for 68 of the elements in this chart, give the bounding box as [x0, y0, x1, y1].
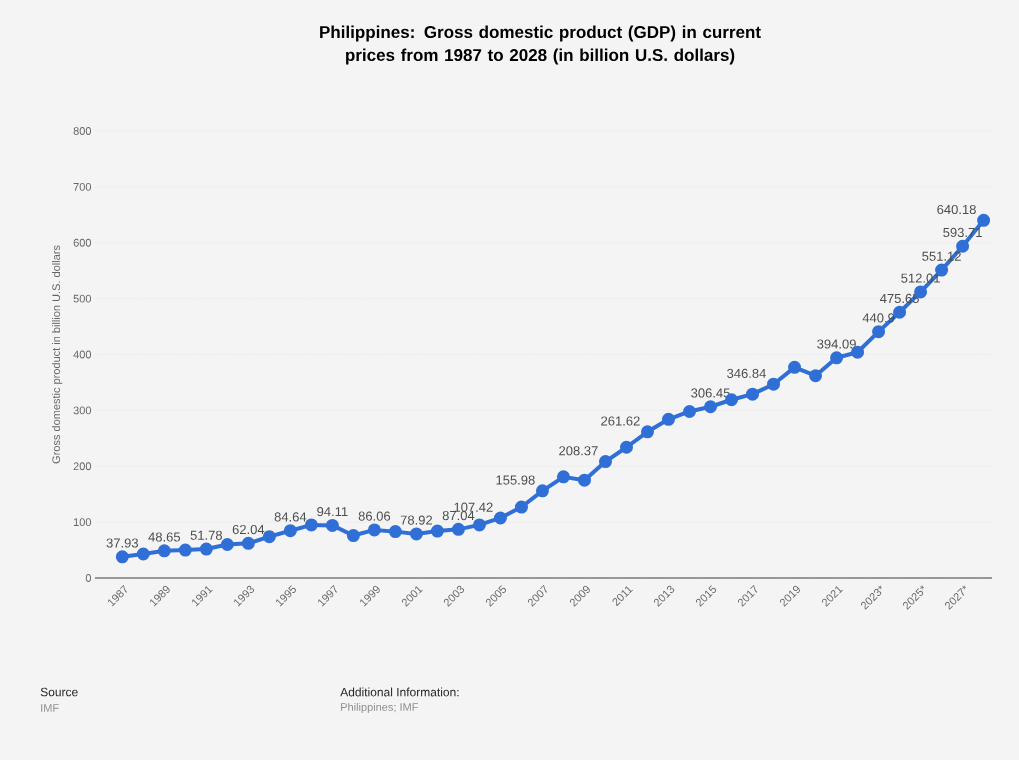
data-label: 37.93 — [106, 538, 139, 548]
point — [178, 543, 192, 557]
y-tick-label: 700 — [73, 182, 92, 191]
y-axis-title: Gross domestic product in billion U.S. dollars — [52, 245, 63, 464]
chart-title: Philippines: Gross domestic product (GDP) in current prices from 1987 to 2028 (in billion U.S. dollars) — [320, 25, 761, 65]
data-label: 261.62 — [601, 416, 640, 426]
y-tick-label: 500 — [73, 294, 92, 303]
data-label: 306.45 — [691, 388, 730, 398]
point — [514, 500, 528, 514]
data-label: 84.64 — [274, 512, 307, 522]
point — [872, 325, 886, 339]
point — [809, 369, 823, 383]
point — [220, 537, 234, 551]
point — [535, 484, 549, 498]
point — [788, 360, 802, 374]
point — [367, 523, 381, 537]
point — [767, 377, 781, 391]
point — [746, 387, 760, 401]
y-tick-label: 600 — [73, 238, 92, 247]
data-label: 62.04 — [232, 524, 265, 535]
data-label: 94.11 — [317, 507, 348, 517]
y-tick-label: 100 — [73, 518, 92, 527]
y-tick-label: 200 — [73, 462, 92, 471]
point — [956, 239, 970, 253]
text: Additional Information: — [340, 687, 459, 697]
data-label: 155.98 — [496, 475, 535, 485]
point — [346, 529, 360, 543]
text: Source — [40, 687, 78, 697]
text: IMF — [41, 704, 59, 712]
data-label: 87.04 — [442, 510, 475, 521]
point — [662, 412, 675, 426]
point — [325, 518, 339, 532]
point — [304, 518, 318, 532]
point — [388, 525, 402, 539]
point — [157, 544, 171, 558]
point — [451, 522, 465, 536]
point — [598, 455, 612, 469]
point — [115, 550, 129, 564]
y-tick-label: 800 — [73, 127, 92, 135]
y-tick-label: 400 — [73, 350, 92, 359]
point — [683, 404, 697, 418]
data-label: 346.84 — [727, 368, 766, 378]
data-label: 78.92 — [400, 515, 433, 525]
point — [640, 425, 654, 439]
text: Philippines; IMF — [341, 702, 418, 714]
point — [830, 351, 844, 365]
point — [241, 536, 255, 550]
point — [199, 542, 213, 556]
data-label: 640.18 — [937, 204, 976, 215]
data-label: 394.09 — [817, 339, 856, 349]
y-tick-label: 300 — [73, 406, 92, 415]
y-tick-label: 0 — [85, 574, 92, 582]
point — [577, 473, 591, 487]
point — [136, 547, 150, 561]
point — [893, 305, 907, 319]
point — [556, 470, 570, 484]
point — [619, 440, 633, 454]
point — [409, 527, 423, 541]
point — [977, 213, 991, 227]
data-label: 48.65 — [148, 532, 181, 542]
data-label: 208.37 — [559, 446, 598, 456]
data-label: 51.78 — [190, 530, 223, 540]
point — [430, 524, 444, 538]
data-label: 86.06 — [358, 511, 391, 521]
point — [493, 511, 507, 525]
point — [704, 400, 718, 414]
data-label: 107.42 — [454, 502, 493, 512]
point — [283, 524, 297, 538]
